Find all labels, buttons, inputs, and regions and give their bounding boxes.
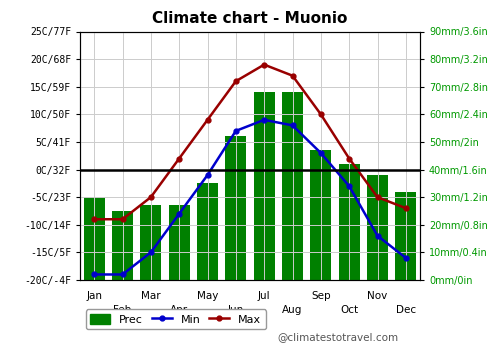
Text: Sep: Sep xyxy=(311,291,330,301)
Text: Oct: Oct xyxy=(340,305,358,315)
Bar xyxy=(140,205,162,280)
Bar xyxy=(112,211,133,280)
Bar xyxy=(310,150,332,280)
Bar xyxy=(225,136,246,280)
Bar xyxy=(395,192,416,280)
Bar xyxy=(338,164,360,280)
Text: Jun: Jun xyxy=(228,305,244,315)
Bar xyxy=(84,197,105,280)
Text: May: May xyxy=(197,291,218,301)
Text: Jan: Jan xyxy=(86,291,102,301)
Legend: Prec, Min, Max: Prec, Min, Max xyxy=(86,309,266,329)
Text: Mar: Mar xyxy=(141,291,161,301)
Text: Jul: Jul xyxy=(258,291,270,301)
Bar xyxy=(367,175,388,280)
Text: Nov: Nov xyxy=(368,291,388,301)
Text: @climatestotravel.com: @climatestotravel.com xyxy=(277,332,398,342)
Bar xyxy=(254,92,275,280)
Bar xyxy=(282,92,303,280)
Bar xyxy=(168,205,190,280)
Text: Feb: Feb xyxy=(114,305,132,315)
Text: Dec: Dec xyxy=(396,305,416,315)
Title: Climate chart - Muonio: Climate chart - Muonio xyxy=(152,11,348,26)
Text: Apr: Apr xyxy=(170,305,188,315)
Bar xyxy=(197,183,218,280)
Text: Aug: Aug xyxy=(282,305,302,315)
